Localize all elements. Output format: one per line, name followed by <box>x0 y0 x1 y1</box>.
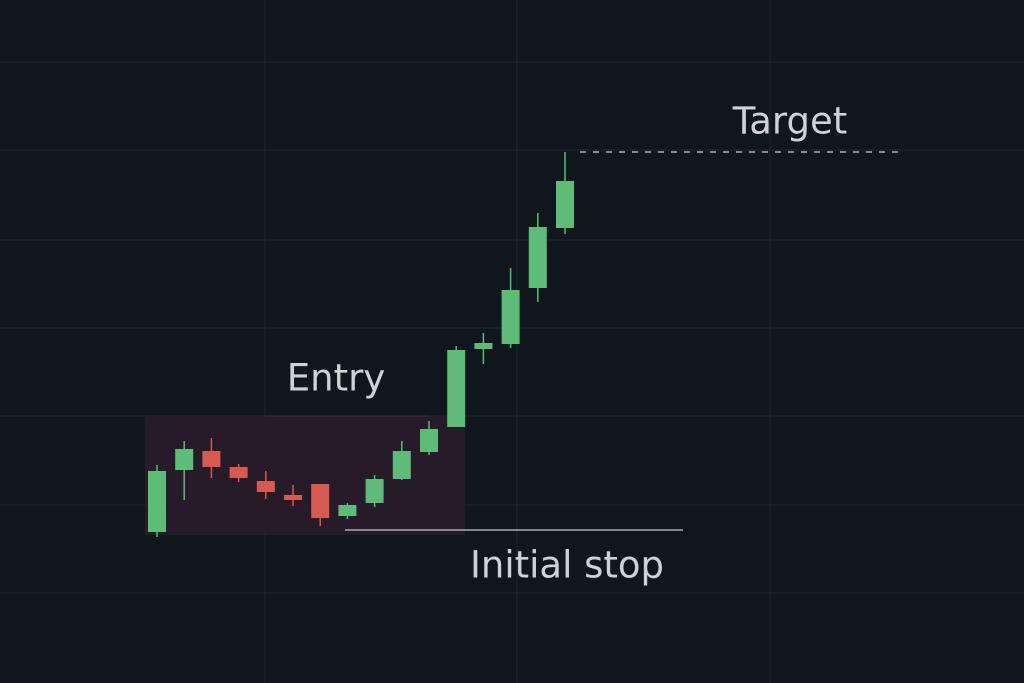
candle-body <box>474 343 493 349</box>
candle-body <box>311 484 330 518</box>
entry-zone <box>145 416 465 535</box>
candle-body <box>501 290 520 344</box>
candle-body <box>365 479 384 503</box>
candle-body <box>420 429 438 452</box>
stop-label: Initial stop <box>470 544 664 587</box>
entry-label: Entry <box>287 357 385 400</box>
candle-body <box>392 451 411 479</box>
candle-body <box>175 449 194 470</box>
candle-body <box>447 350 466 427</box>
candle-body <box>338 505 357 516</box>
candle-body <box>284 495 302 500</box>
candle-body <box>229 467 248 478</box>
candle-body <box>202 451 221 467</box>
candle-body <box>528 227 547 288</box>
candle-body <box>256 481 275 492</box>
target-label: Target <box>732 100 847 143</box>
candle-body <box>148 471 166 532</box>
candle-body <box>556 181 574 228</box>
